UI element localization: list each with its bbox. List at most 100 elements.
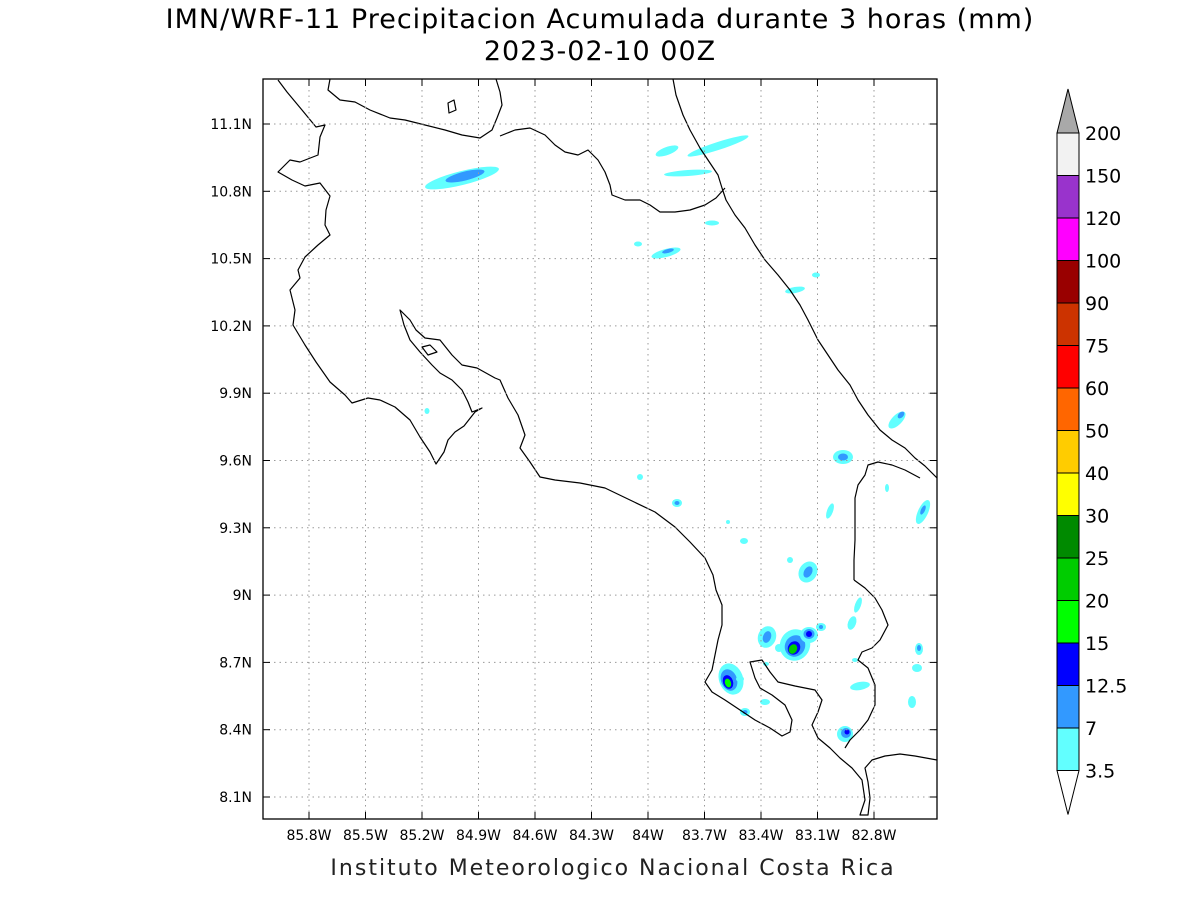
colorbar-label: 3.5 [1085, 761, 1115, 783]
latitude-axis: 11.1N 10.8N 10.5N 10.2N 9.9N 9.6N 9.3N 9N 8.7N 8.… [210, 117, 937, 806]
precip-blob [852, 658, 858, 662]
colorbar-swatch [1056, 260, 1080, 304]
y-tick-label: 8.4N [219, 723, 252, 739]
precip-blob [705, 220, 719, 226]
colorbar-swatch [1056, 515, 1080, 559]
precip-blob [762, 631, 772, 643]
precip-blob [736, 676, 744, 682]
precip-blob [850, 681, 870, 691]
y-tick-label: 11.1N [210, 117, 252, 133]
map-frame [262, 78, 938, 820]
precip-blob [785, 286, 805, 294]
colorbar: 3.5 7 12.5 15 20 25 30 40 50 60 75 90 100 120 150 200 [1056, 88, 1127, 815]
precip-blob [854, 597, 862, 613]
precip-blob [637, 474, 643, 480]
y-tick-label: 8.1N [219, 790, 252, 806]
precip-blob [634, 241, 642, 247]
precip-blob [844, 729, 850, 735]
colorbar-swatch [1056, 217, 1080, 261]
x-tick-label: 85.2W [399, 828, 444, 844]
colorbar-swatch [1056, 685, 1080, 729]
precip-blob [687, 135, 749, 157]
precip-blob [812, 272, 820, 278]
panama-border [853, 461, 921, 580]
y-tick-label: 10.2N [210, 319, 252, 335]
y-tick-label: 9.3N [219, 521, 252, 537]
precip-blob [803, 566, 813, 578]
colorbar-label: 90 [1085, 293, 1109, 315]
precip-blob [760, 699, 770, 705]
y-tick-label: 10.5N [210, 252, 252, 268]
y-tick-label: 9N [233, 588, 252, 604]
x-tick-label: 83.1W [795, 828, 840, 844]
colorbar-swatch [1056, 175, 1080, 219]
precip-blob [787, 557, 793, 563]
colorbar-label: 100 [1085, 251, 1121, 273]
y-tick-label: 9.9N [219, 386, 252, 402]
nicaragua-coast-north [327, 79, 503, 139]
precip-blob [788, 644, 798, 654]
precip-blob [920, 505, 926, 515]
colorbar-label: 30 [1085, 506, 1109, 528]
colorbar-label: 200 [1085, 123, 1121, 145]
precip-blob [826, 503, 834, 519]
precip-blob [888, 411, 906, 429]
x-tick-label: 84.9W [456, 828, 501, 844]
colorbar-under-triangle [1056, 770, 1080, 815]
x-tick-label: 83.7W [682, 828, 727, 844]
gulf-island [421, 344, 438, 356]
x-tick-label: 85.5W [343, 828, 388, 844]
precip-blob [655, 145, 679, 157]
x-tick-label: 85.8W [286, 828, 331, 844]
precip-blob [662, 248, 674, 254]
panama-border-south [844, 579, 889, 749]
colorbar-label: 7 [1085, 718, 1097, 740]
x-tick-label: 84.6W [512, 828, 557, 844]
colorbar-swatch [1056, 642, 1080, 686]
precip-blob [726, 520, 730, 524]
lake-nicaragua [499, 127, 726, 213]
map-grid [263, 79, 937, 819]
y-tick-label: 9.6N [219, 454, 252, 470]
precip-blob [445, 169, 485, 183]
colorbar-swatch [1056, 387, 1080, 431]
precipitation-layer [424, 135, 931, 742]
precip-blob [819, 625, 823, 629]
precip-blob [897, 411, 905, 419]
precip-blob [674, 501, 680, 505]
precip-blob [847, 616, 857, 630]
colorbar-label: 12.5 [1085, 676, 1127, 698]
y-tick-label: 10.8N [210, 184, 252, 200]
island [447, 99, 457, 114]
precip-blob [724, 678, 732, 688]
colorbar-swatch [1056, 345, 1080, 389]
colorbar-label: 75 [1085, 336, 1109, 358]
x-tick-label: 84.3W [569, 828, 614, 844]
colorbar-label: 150 [1085, 166, 1121, 188]
colorbar-swatch [1056, 430, 1080, 474]
colorbar-swatch [1056, 302, 1080, 346]
precip-blob [806, 631, 812, 637]
colorbar-swatch [1056, 727, 1080, 771]
colorbar-swatch [1056, 600, 1080, 644]
colorbar-label: 50 [1085, 421, 1109, 443]
colorbar-label: 120 [1085, 208, 1121, 230]
x-tick-label: 83.4W [738, 828, 783, 844]
colorbar-label: 20 [1085, 591, 1109, 613]
longitude-axis: 85.8W 85.5W 85.2W 84.9W 84.6W 84.3W 84W 83.7W 83… [286, 79, 897, 844]
precip-blob [917, 645, 921, 651]
colorbar-label: 40 [1085, 463, 1109, 485]
x-tick-label: 84W [632, 828, 664, 844]
colorbar-over-triangle [1056, 88, 1080, 134]
precip-blob [912, 664, 922, 672]
map-datetime: 2023-02-10 00Z [483, 36, 717, 67]
colorbar-swatch [1056, 132, 1080, 176]
precip-blob [740, 538, 748, 544]
precip-blob [885, 484, 889, 492]
y-tick-label: 8.7N [219, 655, 252, 671]
colorbar-swatch [1056, 472, 1080, 516]
precip-blob [664, 169, 712, 177]
precip-blob [908, 696, 916, 708]
precip-blob [838, 453, 848, 461]
